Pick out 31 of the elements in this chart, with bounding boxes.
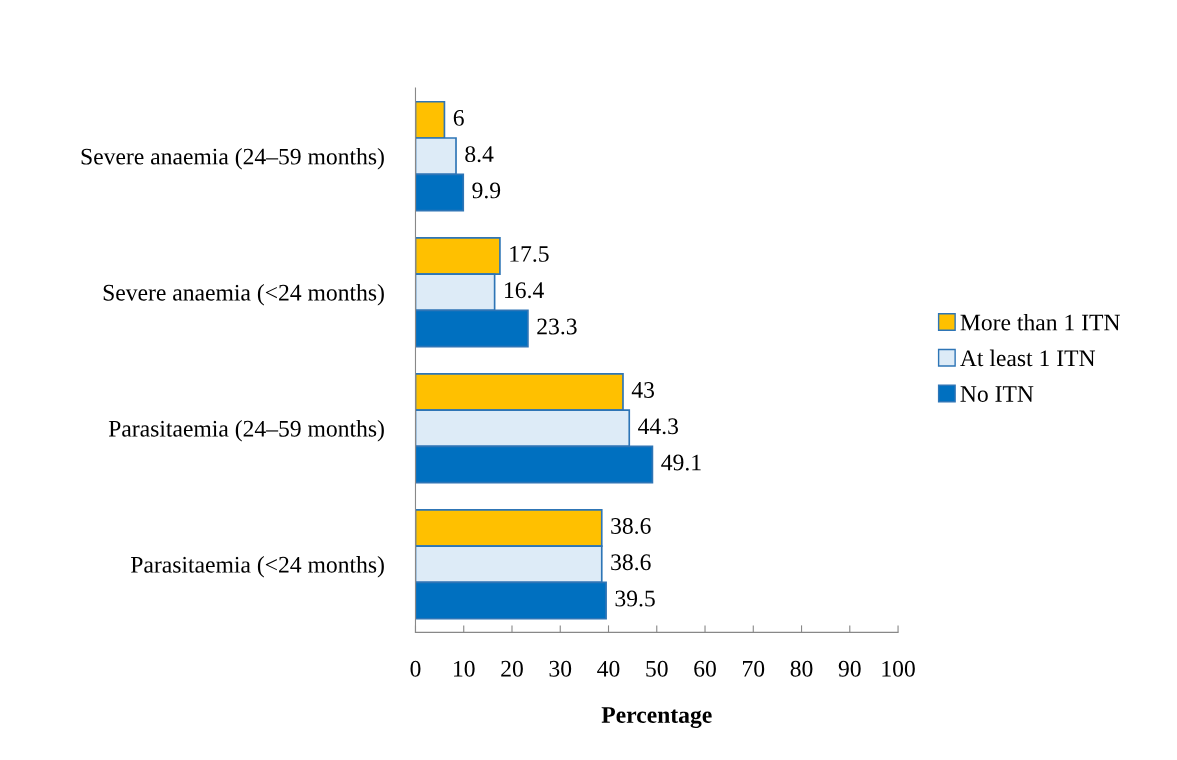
x-tick-label: 80 — [790, 660, 813, 677]
y-tick-label: Severe anaemia (<24 months) — [103, 284, 384, 306]
data-label: 16.4 — [505, 282, 544, 299]
data-label: 23.3 — [537, 318, 577, 335]
y-tick-label: Parasitaemia (<24 months) — [130, 556, 384, 578]
x-tick-label: 70 — [743, 660, 765, 677]
data-label: 8.4 — [465, 146, 494, 163]
x-tick-label: 50 — [646, 660, 668, 677]
legend-label: At least 1 ITN — [960, 349, 1096, 367]
x-tick-label: 90 — [838, 660, 861, 677]
data-label: 6 — [453, 109, 464, 126]
x-tick-label: 10 — [454, 660, 475, 677]
data-label: 43 — [631, 382, 655, 398]
y-tick-label: Severe anaemia (24–59 months) — [81, 147, 384, 170]
data-label: 49.1 — [661, 454, 701, 471]
x-tick-label: 0 — [410, 660, 421, 677]
x-tick-label: 60 — [694, 660, 716, 677]
data-label: 39.5 — [615, 590, 655, 607]
x-tick-label: 40 — [597, 660, 620, 677]
legend-label: More than 1 ITN — [960, 313, 1120, 331]
x-tick-label: 20 — [501, 660, 523, 677]
data-label: 44.3 — [638, 418, 678, 435]
x-tick-label: 30 — [549, 660, 572, 677]
x-tick-label: 100 — [882, 660, 915, 677]
x-axis-title: Percentage — [601, 707, 712, 728]
y-tick-label: Parasitaemia (24–59 months) — [108, 420, 384, 442]
data-label: 38.6 — [611, 554, 651, 571]
data-label: 38.6 — [611, 518, 651, 535]
data-label: 9.9 — [472, 182, 501, 199]
legend-label: No ITN — [960, 386, 1034, 402]
data-label: 17.5 — [510, 246, 549, 262]
